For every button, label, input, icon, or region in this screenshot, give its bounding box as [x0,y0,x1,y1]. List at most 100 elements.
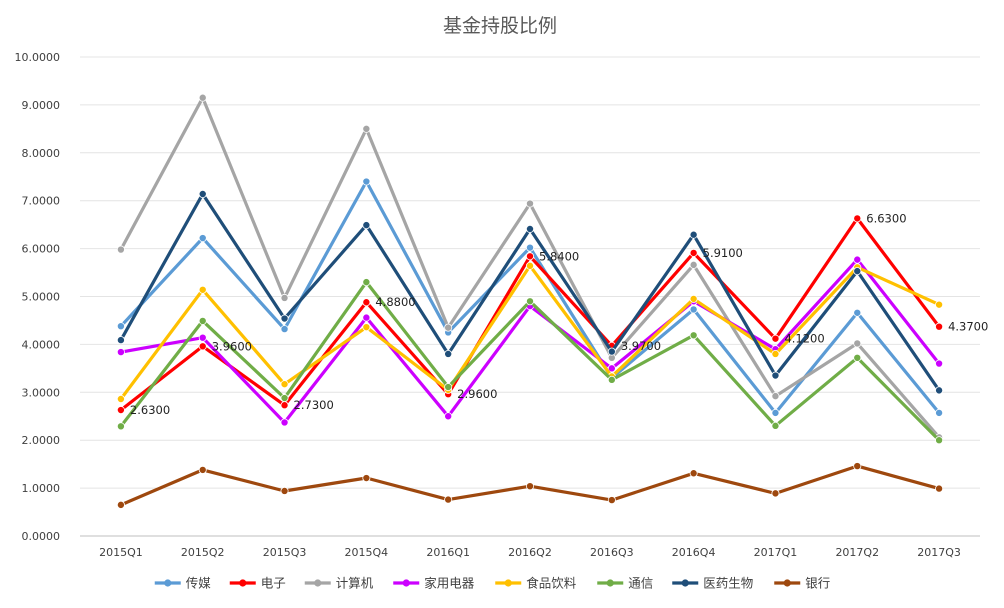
data-label: 3.9600 [212,339,252,353]
data-point [116,245,125,254]
legend-marker [681,579,689,587]
data-point [280,293,289,302]
data-point [771,489,780,498]
data-point [362,323,371,332]
x-tick-label: 2016Q1 [426,546,470,559]
data-point [853,339,862,348]
y-tick-label: 9.0000 [22,99,61,112]
y-tick-label: 10.0000 [15,51,61,64]
data-point [116,395,125,404]
data-point [362,124,371,133]
data-point [935,300,944,309]
data-point [198,234,207,243]
data-point [362,474,371,483]
x-tick-label: 2015Q1 [99,546,143,559]
chart-title: 基金持股比例 [443,15,557,37]
data-point [935,386,944,395]
data-label: 2.6300 [130,403,170,417]
data-point [444,495,453,504]
data-label: 2.7300 [294,398,334,412]
data-point [689,260,698,269]
y-tick-label: 3.0000 [22,386,61,399]
data-point [280,314,289,323]
data-point [280,401,289,410]
data-label: 6.6300 [866,211,906,225]
data-label: 5.8400 [539,249,579,263]
data-labels: 2.6300 3.9600 2.7300 4.8800 2.9600 5.8400 3.97… [130,211,988,417]
data-point [362,177,371,186]
data-point [280,486,289,495]
data-point [526,243,535,252]
data-point [607,496,616,505]
legend-label: 电子 [261,576,286,591]
data-point [198,189,207,198]
data-point [526,482,535,491]
x-tick-label: 2016Q2 [508,546,552,559]
data-label: 4.3700 [948,320,988,334]
data-label: 5.9100 [703,246,743,260]
x-tick-label: 2015Q2 [181,546,225,559]
data-point [198,285,207,294]
series-传媒 [116,177,944,417]
legend-marker [504,579,512,587]
data-point [689,469,698,478]
x-axis-ticks: 2015Q1 2015Q2 2015Q3 2015Q4 2016Q1 2016Q2 2016… [99,546,961,559]
legend-label: 家用电器 [424,576,475,591]
data-point [362,221,371,230]
data-point [198,93,207,102]
legend-marker [239,579,247,587]
data-point [280,418,289,427]
data-point [853,214,862,223]
data-point [362,278,371,287]
y-tick-label: 0.0000 [22,530,61,543]
x-tick-label: 2016Q3 [590,546,634,559]
data-point [444,349,453,358]
legend-label: 银行 [805,576,830,591]
legend-marker [783,579,791,587]
legend-label: 通信 [628,576,653,591]
data-point [689,331,698,340]
data-point [444,323,453,332]
data-point [526,252,535,261]
grid [80,56,980,537]
data-point [771,421,780,430]
data-point [853,255,862,264]
data-label: 2.9600 [457,387,497,401]
data-point [853,308,862,317]
data-point [689,294,698,303]
y-tick-label: 7.0000 [22,195,61,208]
data-label: 4.8800 [375,295,415,309]
legend-label: 计算机 [336,576,374,591]
data-point [526,224,535,233]
data-point [526,261,535,270]
data-point [935,322,944,331]
x-tick-label: 2015Q4 [345,546,389,559]
legend-item: 医药生物 [672,576,753,591]
data-point [935,484,944,493]
x-tick-label: 2017Q2 [835,546,879,559]
data-point [607,347,616,356]
data-point [198,342,207,351]
legend-item: 食品饮料 [495,576,577,591]
y-tick-label: 5.0000 [22,291,61,304]
data-point [607,375,616,384]
y-tick-label: 1.0000 [22,482,61,495]
y-tick-label: 8.0000 [22,147,61,160]
data-point [116,422,125,431]
legend-label: 传媒 [186,576,212,591]
data-point [116,348,125,357]
data-point [198,316,207,325]
data-point [362,313,371,322]
data-point [116,322,125,331]
series-通信 [116,278,944,445]
data-label: 3.9700 [621,339,661,353]
data-point [853,267,862,276]
x-tick-label: 2017Q1 [754,546,798,559]
series-家用电器 [116,255,944,427]
data-point [198,333,207,342]
data-point [444,412,453,421]
data-point [116,336,125,345]
legend-item: 计算机 [304,576,374,591]
